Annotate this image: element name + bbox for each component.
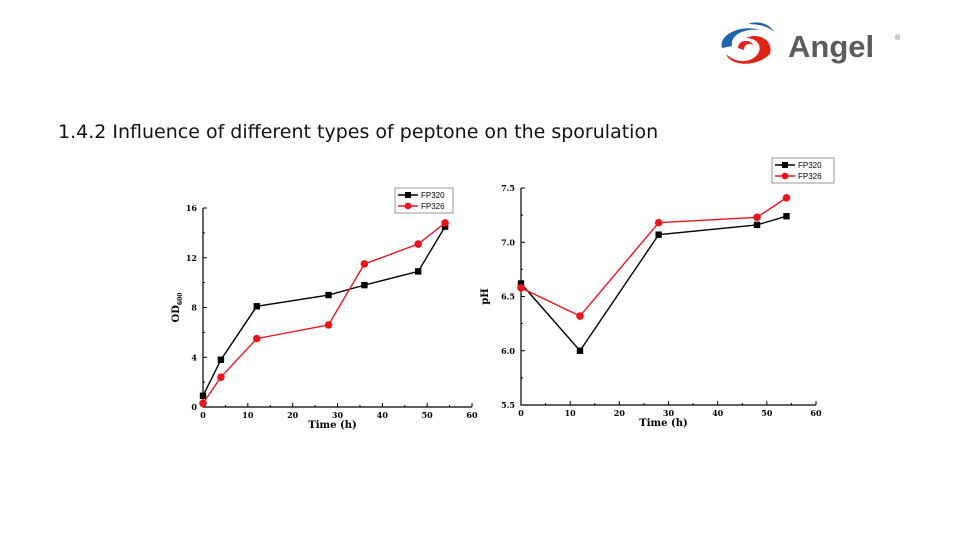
x-tick-label: 20	[614, 408, 626, 418]
y-tick-label: 6.0	[501, 346, 515, 356]
legend-marker	[781, 172, 789, 180]
y-tick-label: 12	[186, 253, 197, 263]
y-tick-label: 7.0	[501, 237, 515, 247]
data-point-fp326	[324, 321, 333, 329]
legend-label-fp326: FP326	[421, 202, 445, 211]
data-point-fp320	[199, 392, 207, 400]
x-tick-label: 10	[242, 410, 254, 420]
y-tick-label: 4	[191, 352, 197, 362]
legend-marker	[405, 192, 411, 198]
data-point-fp326	[199, 399, 207, 408]
x-tick-label: 30	[663, 408, 675, 418]
series-line-fp320	[202, 226, 446, 397]
x-tick-label: 0	[518, 408, 524, 418]
x-tick-label: 30	[332, 410, 344, 420]
x-tick-label: 10	[565, 408, 577, 418]
y-tick-label: 8	[191, 303, 197, 313]
data-point-fp326	[654, 218, 663, 227]
y-tick-label: 7.5	[501, 183, 515, 193]
series-line-fp320	[520, 215, 787, 352]
series-line-fp326	[520, 197, 787, 317]
legend-marker	[782, 162, 788, 168]
legend-label-fp320: FP320	[421, 191, 445, 200]
data-point-fp320	[217, 356, 225, 363]
x-tick-label: 50	[761, 408, 773, 418]
series-line-fp326	[202, 222, 446, 404]
data-point-fp326	[753, 213, 761, 222]
legend-marker	[404, 202, 412, 210]
x-axis-label: Time (h)	[639, 418, 687, 429]
x-tick-label: 40	[377, 410, 389, 420]
y-tick-label: 5.5	[501, 400, 515, 410]
y-axis-label-subscript: 600	[177, 293, 184, 306]
logo-text: Angel	[788, 29, 874, 64]
x-tick-label: 40	[712, 408, 724, 418]
x-tick-label: 50	[422, 410, 434, 420]
x-tick-label: 0	[200, 410, 206, 420]
data-point-fp326	[414, 240, 422, 248]
data-point-fp320	[753, 221, 761, 229]
data-point-fp320	[415, 268, 422, 275]
legend-label-fp326: FP326	[798, 172, 822, 181]
logo-swirl-icon: Angel ®	[721, 22, 901, 64]
y-tick-label: 16	[186, 203, 198, 213]
logo-registered-mark: ®	[895, 34, 901, 42]
x-axis-label: Time (h)	[308, 420, 356, 431]
data-point-fp320	[783, 213, 790, 220]
data-point-fp320	[361, 281, 368, 289]
brand-logo: Angel ®	[712, 18, 912, 74]
y-axis-label: OD600	[171, 293, 184, 323]
data-point-fp320	[517, 280, 525, 287]
y-tick-label: 6.5	[501, 292, 515, 302]
data-point-fp326	[360, 260, 369, 268]
data-point-fp326	[441, 219, 449, 227]
x-tick-label: 20	[287, 410, 299, 420]
x-tick-label: 60	[466, 410, 478, 420]
legend-label-fp320: FP320	[798, 161, 822, 170]
data-point-fp320	[325, 291, 332, 299]
slide-title: 1.4.2 Influence of different types of pe…	[58, 121, 659, 143]
y-tick-label: 0	[191, 402, 197, 412]
data-point-fp326	[253, 334, 261, 343]
data-point-fp320	[655, 231, 662, 238]
data-point-fp326	[576, 312, 584, 320]
y-axis-label: pH	[480, 288, 491, 304]
legend-box	[394, 187, 454, 214]
data-point-fp326	[517, 284, 525, 292]
axis-lines	[202, 208, 472, 408]
data-point-fp320	[253, 303, 260, 310]
data-point-fp326	[782, 193, 791, 202]
ph-chart: 0 10 20 30 40 50 60 5.5 6.0 6.5 7.0 7.5 Time (h) pH FP…	[480, 157, 835, 429]
x-tick-label: 60	[810, 408, 822, 418]
data-point-fp326	[217, 373, 225, 381]
data-point-fp320	[576, 347, 584, 354]
